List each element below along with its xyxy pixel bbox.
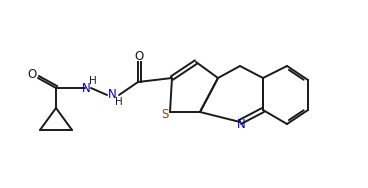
Text: N: N [82, 82, 91, 95]
Text: H: H [115, 97, 123, 107]
Text: N: N [237, 118, 245, 130]
Text: H: H [89, 76, 97, 86]
Text: S: S [161, 108, 169, 121]
Text: O: O [134, 49, 144, 62]
Text: N: N [107, 89, 116, 102]
Text: O: O [27, 67, 37, 80]
